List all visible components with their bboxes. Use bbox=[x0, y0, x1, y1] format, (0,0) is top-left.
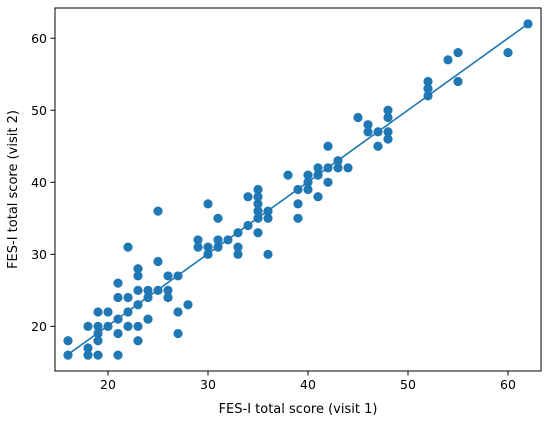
data-point bbox=[253, 206, 263, 216]
data-point bbox=[373, 141, 383, 151]
data-point bbox=[133, 321, 143, 331]
data-point bbox=[293, 213, 303, 223]
x-axis-ticks: 20 30 40 50 60 bbox=[100, 371, 516, 392]
data-point bbox=[263, 213, 273, 223]
data-point bbox=[133, 336, 143, 346]
regression-line bbox=[67, 23, 529, 356]
data-point bbox=[283, 170, 293, 180]
data-point bbox=[293, 199, 303, 209]
data-point bbox=[343, 163, 353, 173]
data-point bbox=[93, 336, 103, 346]
data-point bbox=[193, 242, 203, 252]
y-tick-label: 50 bbox=[31, 103, 47, 118]
data-point bbox=[163, 285, 173, 295]
x-tick-label: 30 bbox=[200, 377, 216, 392]
data-point bbox=[503, 48, 513, 58]
data-point bbox=[333, 163, 343, 173]
y-tick-label: 60 bbox=[31, 31, 47, 46]
data-point bbox=[83, 343, 93, 353]
data-point bbox=[453, 48, 463, 58]
plot-area bbox=[63, 19, 533, 360]
data-point bbox=[323, 141, 333, 151]
y-axis-label: FES-I total score (visit 2) bbox=[6, 110, 21, 269]
data-point bbox=[233, 242, 243, 252]
data-point bbox=[173, 328, 183, 339]
x-axis-label: FES-I total score (visit 1) bbox=[219, 402, 378, 417]
plot-frame bbox=[54, 7, 542, 372]
data-point bbox=[383, 112, 393, 123]
data-point bbox=[123, 321, 133, 331]
data-point bbox=[113, 350, 123, 360]
data-point bbox=[163, 292, 173, 303]
data-point bbox=[113, 328, 123, 339]
x-tick-label: 50 bbox=[400, 377, 416, 392]
y-axis-ticks: 20 30 40 50 60 bbox=[31, 31, 55, 334]
data-point bbox=[363, 127, 373, 137]
data-point bbox=[323, 177, 333, 187]
x-tick-label: 60 bbox=[500, 377, 516, 392]
data-point bbox=[113, 278, 123, 288]
data-point bbox=[453, 76, 463, 87]
data-point bbox=[253, 184, 263, 195]
data-point bbox=[213, 235, 223, 245]
data-point bbox=[303, 170, 313, 180]
data-point bbox=[93, 307, 103, 317]
data-point bbox=[313, 192, 323, 202]
data-point bbox=[133, 271, 143, 281]
data-point bbox=[173, 307, 183, 317]
data-point bbox=[443, 55, 453, 65]
data-point bbox=[363, 120, 373, 130]
data-point bbox=[143, 314, 153, 324]
data-point bbox=[313, 163, 323, 173]
data-point bbox=[193, 235, 203, 245]
data-point bbox=[153, 206, 163, 216]
data-point bbox=[263, 249, 273, 259]
data-point bbox=[63, 336, 73, 346]
data-point bbox=[203, 199, 213, 209]
data-point bbox=[83, 321, 93, 331]
data-point bbox=[103, 307, 113, 317]
data-point bbox=[133, 264, 143, 274]
data-point bbox=[83, 350, 93, 360]
data-point bbox=[203, 242, 213, 252]
data-point bbox=[253, 199, 263, 209]
y-tick-label: 40 bbox=[31, 175, 47, 190]
data-point bbox=[383, 127, 393, 137]
data-point bbox=[423, 76, 433, 87]
y-tick-label: 30 bbox=[31, 247, 47, 262]
data-point bbox=[243, 192, 253, 202]
data-point bbox=[133, 285, 143, 295]
data-point bbox=[253, 192, 263, 202]
x-tick-label: 20 bbox=[100, 377, 116, 392]
data-point bbox=[93, 321, 103, 331]
data-point bbox=[303, 184, 313, 195]
data-point bbox=[213, 213, 223, 223]
data-point bbox=[163, 271, 173, 281]
data-point bbox=[183, 300, 193, 310]
data-point bbox=[423, 84, 433, 94]
x-tick-label: 40 bbox=[300, 377, 316, 392]
data-point bbox=[93, 350, 103, 360]
data-point bbox=[383, 105, 393, 115]
y-tick-label: 20 bbox=[31, 319, 47, 334]
data-point bbox=[353, 112, 363, 123]
data-point bbox=[253, 228, 263, 238]
data-point bbox=[383, 134, 393, 144]
data-point bbox=[153, 256, 163, 267]
data-point bbox=[113, 292, 123, 303]
data-point bbox=[233, 249, 243, 259]
data-point bbox=[123, 292, 133, 303]
data-point bbox=[143, 285, 153, 295]
data-point bbox=[123, 242, 133, 252]
